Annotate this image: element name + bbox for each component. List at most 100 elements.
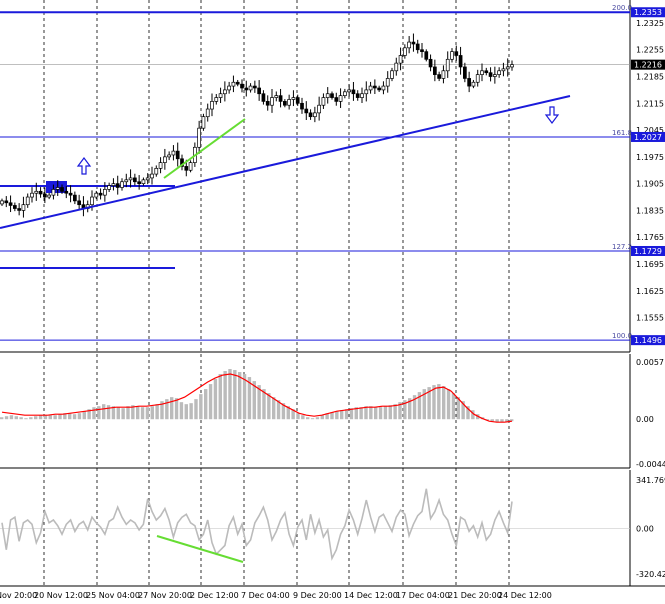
candle-body	[133, 177, 137, 183]
macd-bar	[218, 374, 222, 420]
x-tick-label: 21 Dec 20:00	[448, 591, 502, 600]
macd-bar	[451, 393, 456, 420]
macd-bar	[189, 403, 193, 420]
x-tick-label: 14 Dec 12:00	[344, 591, 398, 600]
candle-body	[475, 74, 480, 83]
macd-bar	[155, 404, 159, 420]
candle-body	[304, 108, 309, 114]
macd-bar	[369, 406, 373, 420]
candle-body	[398, 55, 403, 64]
candle-body	[68, 192, 73, 196]
candle-body	[467, 78, 471, 87]
price-tag-value: 1.1496	[634, 336, 662, 345]
macd-tick-label: 0.00	[636, 415, 654, 424]
candle-body	[420, 49, 424, 53]
macd-bar	[466, 406, 470, 420]
macd-bar	[247, 377, 252, 420]
macd-bar	[9, 415, 14, 420]
candle-body	[171, 150, 176, 156]
macd-bar	[19, 417, 23, 420]
price-tick-label: 1.1695	[636, 260, 664, 269]
macd-bar	[262, 389, 266, 420]
price-tick-label: 1.2115	[636, 99, 664, 108]
macd-bar	[500, 419, 504, 423]
macd-bar	[403, 400, 407, 420]
candle-body	[38, 190, 43, 195]
candle-body	[334, 97, 339, 102]
macd-bar	[393, 404, 397, 420]
candle-body	[321, 97, 326, 106]
macd-bar	[281, 403, 286, 420]
macd-bar	[495, 419, 499, 423]
macd-bar	[374, 407, 378, 420]
macd-bar	[204, 389, 208, 420]
cci-tick-label: -320.422	[636, 570, 665, 579]
candle-body	[458, 55, 463, 68]
candle-body	[415, 43, 420, 51]
candle-body	[373, 85, 377, 89]
macd-bar	[92, 407, 96, 420]
macd-bar	[238, 372, 242, 420]
macd-bar	[174, 398, 179, 420]
macd-bar	[223, 371, 227, 420]
x-tick-label: 7 Dec 04:00	[241, 591, 290, 600]
macd-bar	[29, 417, 33, 420]
macd-bar	[228, 369, 232, 420]
candle-body	[235, 81, 240, 85]
macd-bar	[121, 408, 125, 420]
candle-body	[107, 185, 111, 190]
candle-body	[347, 89, 351, 93]
macd-bar	[354, 407, 358, 420]
macd-bar	[34, 416, 38, 420]
candle-body	[450, 51, 454, 60]
macd-bar	[306, 417, 310, 420]
macd-bar	[417, 392, 422, 420]
candle-body	[0, 200, 4, 205]
x-tick-label: 9 Dec 20:00	[293, 591, 342, 600]
macd-bar	[53, 415, 57, 420]
candle-body	[394, 62, 399, 72]
candle-body	[197, 127, 201, 148]
candle-body	[497, 70, 501, 75]
current-price-tag: 1.2216	[634, 61, 662, 70]
candle-body	[98, 192, 103, 196]
macd-bar	[378, 407, 383, 420]
price-tick-label: 1.1555	[636, 314, 664, 323]
macd-tick-label: -0.00446	[636, 460, 665, 469]
macd-bar	[461, 401, 465, 420]
price-divergence-line	[163, 118, 246, 179]
candle-body	[433, 66, 437, 75]
candle-body	[441, 70, 446, 79]
macd-bar	[150, 406, 154, 420]
macd-bar	[58, 414, 62, 420]
macd-bar	[296, 413, 300, 420]
candle-body	[505, 66, 510, 70]
macd-bar	[383, 406, 388, 420]
macd-bar	[267, 393, 271, 420]
macd-bar	[77, 413, 82, 420]
macd-bar	[349, 408, 354, 420]
candle-body	[77, 200, 81, 206]
candle-body	[265, 101, 270, 106]
macd-bar	[340, 410, 344, 420]
candle-body	[278, 95, 283, 102]
macd-bar	[179, 402, 184, 420]
macd-bar	[213, 379, 218, 420]
candle-body	[8, 202, 13, 206]
macd-bar	[38, 415, 43, 420]
macd-bar	[408, 398, 412, 420]
macd-bar	[422, 389, 426, 420]
candle-body	[175, 150, 180, 160]
macd-bar	[471, 410, 475, 420]
candle-body	[201, 116, 206, 129]
candle-body	[47, 194, 51, 198]
candle-body	[21, 204, 26, 211]
candle-body	[428, 58, 433, 68]
macd-bar	[432, 385, 436, 420]
candle-body	[231, 81, 236, 87]
price-tick-label: 1.1975	[636, 153, 664, 162]
macd-bar	[412, 395, 417, 420]
candle-body	[253, 85, 257, 89]
price-tick-label: 1.1905	[636, 180, 664, 189]
candle-body	[270, 97, 274, 106]
